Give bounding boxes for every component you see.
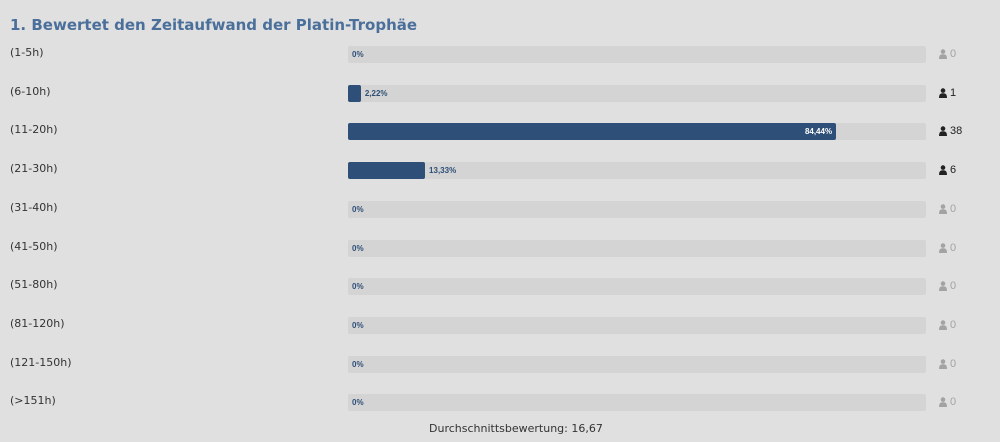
voter-count-value: 0 bbox=[950, 319, 957, 331]
poll-row-151h-plus: (>151h) 0% 0 bbox=[0, 392, 1000, 412]
poll-row-121-150h: (121-150h) 0% 0 bbox=[0, 354, 1000, 374]
poll-row-31-40h: (31-40h) 0% 0 bbox=[0, 199, 1000, 219]
percent-label: 0% bbox=[352, 360, 364, 369]
voter-count: 1 bbox=[939, 85, 956, 101]
voter-count: 0 bbox=[939, 278, 956, 294]
voter-count-value: 0 bbox=[950, 396, 957, 408]
percent-label: 0% bbox=[352, 398, 364, 407]
bar-track: 0% bbox=[348, 317, 926, 334]
voter-count-value: 0 bbox=[950, 280, 957, 292]
row-label: (6-10h) bbox=[10, 85, 51, 98]
bar-track: 0% bbox=[348, 201, 926, 218]
voter-count-value: 0 bbox=[950, 358, 957, 370]
row-label: (>151h) bbox=[10, 394, 56, 407]
user-icon bbox=[939, 49, 947, 59]
user-icon bbox=[939, 165, 947, 175]
poll-row-51-80h: (51-80h) 0% 0 bbox=[0, 276, 1000, 296]
bar-track: 0% bbox=[348, 46, 926, 63]
user-icon bbox=[939, 204, 947, 214]
voter-count-value: 0 bbox=[950, 242, 957, 254]
poll-title: 1. Bewertet den Zeitaufwand der Platin-T… bbox=[10, 16, 418, 34]
row-label: (81-120h) bbox=[10, 317, 65, 330]
bar-fill bbox=[348, 162, 426, 179]
row-label: (121-150h) bbox=[10, 356, 72, 369]
voter-count-value: 1 bbox=[950, 87, 957, 99]
percent-label: 0% bbox=[352, 244, 364, 253]
percent-label: 13,33% bbox=[429, 166, 457, 175]
voter-count: 0 bbox=[939, 201, 956, 217]
voter-count-value: 0 bbox=[950, 203, 957, 215]
voter-count: 0 bbox=[939, 317, 956, 333]
bar-track: 13,33% bbox=[348, 162, 926, 179]
row-label: (41-50h) bbox=[10, 240, 58, 253]
user-icon bbox=[939, 320, 947, 330]
voter-count: 6 bbox=[939, 162, 956, 178]
percent-label: 0% bbox=[352, 50, 364, 59]
bar-track: 0% bbox=[348, 394, 926, 411]
percent-label: 0% bbox=[352, 321, 364, 330]
voter-count-value: 0 bbox=[950, 48, 957, 60]
bar-fill bbox=[348, 123, 837, 140]
percent-label: 0% bbox=[352, 282, 364, 291]
user-icon bbox=[939, 126, 947, 136]
bar-track: 0% bbox=[348, 240, 926, 257]
bar-track: 0% bbox=[348, 278, 926, 295]
voter-count: 0 bbox=[939, 240, 956, 256]
poll-row-41-50h: (41-50h) 0% 0 bbox=[0, 238, 1000, 258]
voter-count: 38 bbox=[939, 123, 962, 139]
user-icon bbox=[939, 359, 947, 369]
voter-count: 0 bbox=[939, 46, 956, 62]
percent-label: 84,44% bbox=[804, 127, 833, 136]
bar-fill bbox=[348, 85, 361, 102]
bar-track: 2,22% bbox=[348, 85, 926, 102]
percent-label: 0% bbox=[352, 205, 364, 214]
row-label: (21-30h) bbox=[10, 162, 58, 175]
poll-row-1-5h: (1-5h) 0% 0 bbox=[0, 44, 1000, 64]
poll-row-6-10h: (6-10h) 2,22% 1 bbox=[0, 83, 1000, 103]
poll-row-21-30h: (21-30h) 13,33% 6 bbox=[0, 160, 1000, 180]
user-icon bbox=[939, 88, 947, 98]
user-icon bbox=[939, 397, 947, 407]
row-label: (1-5h) bbox=[10, 46, 44, 59]
bar-track: 84,44% bbox=[348, 123, 926, 140]
voter-count-value: 6 bbox=[950, 164, 957, 176]
row-label: (11-20h) bbox=[10, 123, 58, 136]
voter-count-value: 38 bbox=[950, 125, 963, 137]
voter-count: 0 bbox=[939, 356, 956, 372]
poll-row-11-20h: (11-20h) 84,44% 38 bbox=[0, 121, 1000, 141]
user-icon bbox=[939, 281, 947, 291]
row-label: (31-40h) bbox=[10, 201, 58, 214]
user-icon bbox=[939, 243, 947, 253]
poll-row-81-120h: (81-120h) 0% 0 bbox=[0, 315, 1000, 335]
row-label: (51-80h) bbox=[10, 278, 58, 291]
percent-label: 2,22% bbox=[364, 89, 388, 98]
average-rating: Durchschnittsbewertung: 16,67 bbox=[429, 422, 603, 435]
voter-count: 0 bbox=[939, 394, 956, 410]
bar-track: 0% bbox=[348, 356, 926, 373]
